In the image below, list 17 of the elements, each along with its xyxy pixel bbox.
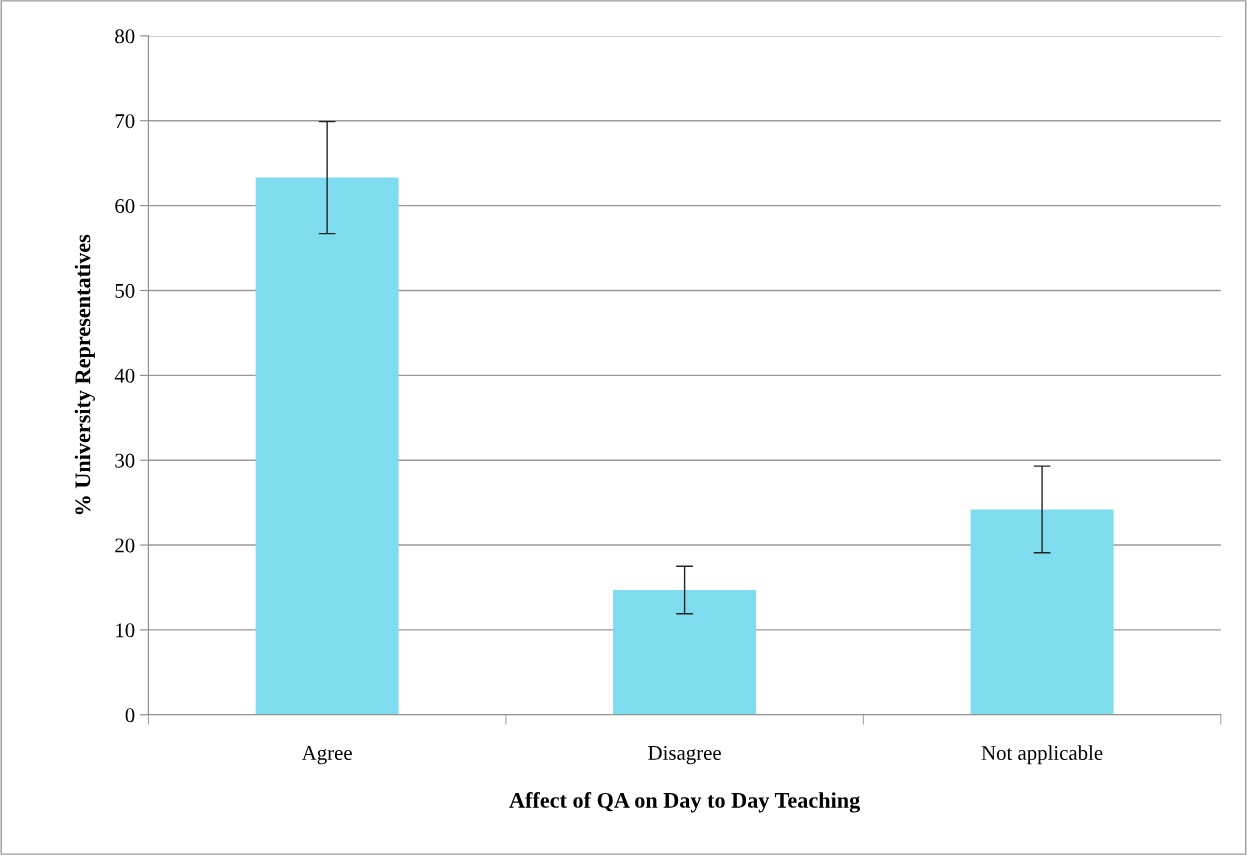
y-tick-label: 80 — [115, 29, 135, 44]
y-tick-label: 60 — [115, 199, 135, 214]
x-axis-title: Affect of QA on Day to Day Teaching — [509, 792, 861, 813]
x-tick-label: Disagree — [648, 745, 721, 765]
y-tick-label: 40 — [114, 368, 135, 383]
y-tick-label: 0 — [125, 708, 135, 723]
y-axis-title: % University Representatives — [74, 234, 95, 515]
bar — [255, 177, 399, 715]
y-tick-label: 20 — [115, 538, 135, 553]
y-tick-label: 30 — [115, 453, 135, 468]
bar — [970, 509, 1114, 715]
y-tick-label: 10 — [116, 623, 135, 638]
x-tick-label: Not applicable — [981, 745, 1103, 765]
bar — [613, 590, 757, 715]
y-tick-label: 70 — [115, 114, 135, 129]
x-tick-label: Agree — [301, 745, 352, 765]
y-tick-label: 50 — [115, 283, 135, 298]
